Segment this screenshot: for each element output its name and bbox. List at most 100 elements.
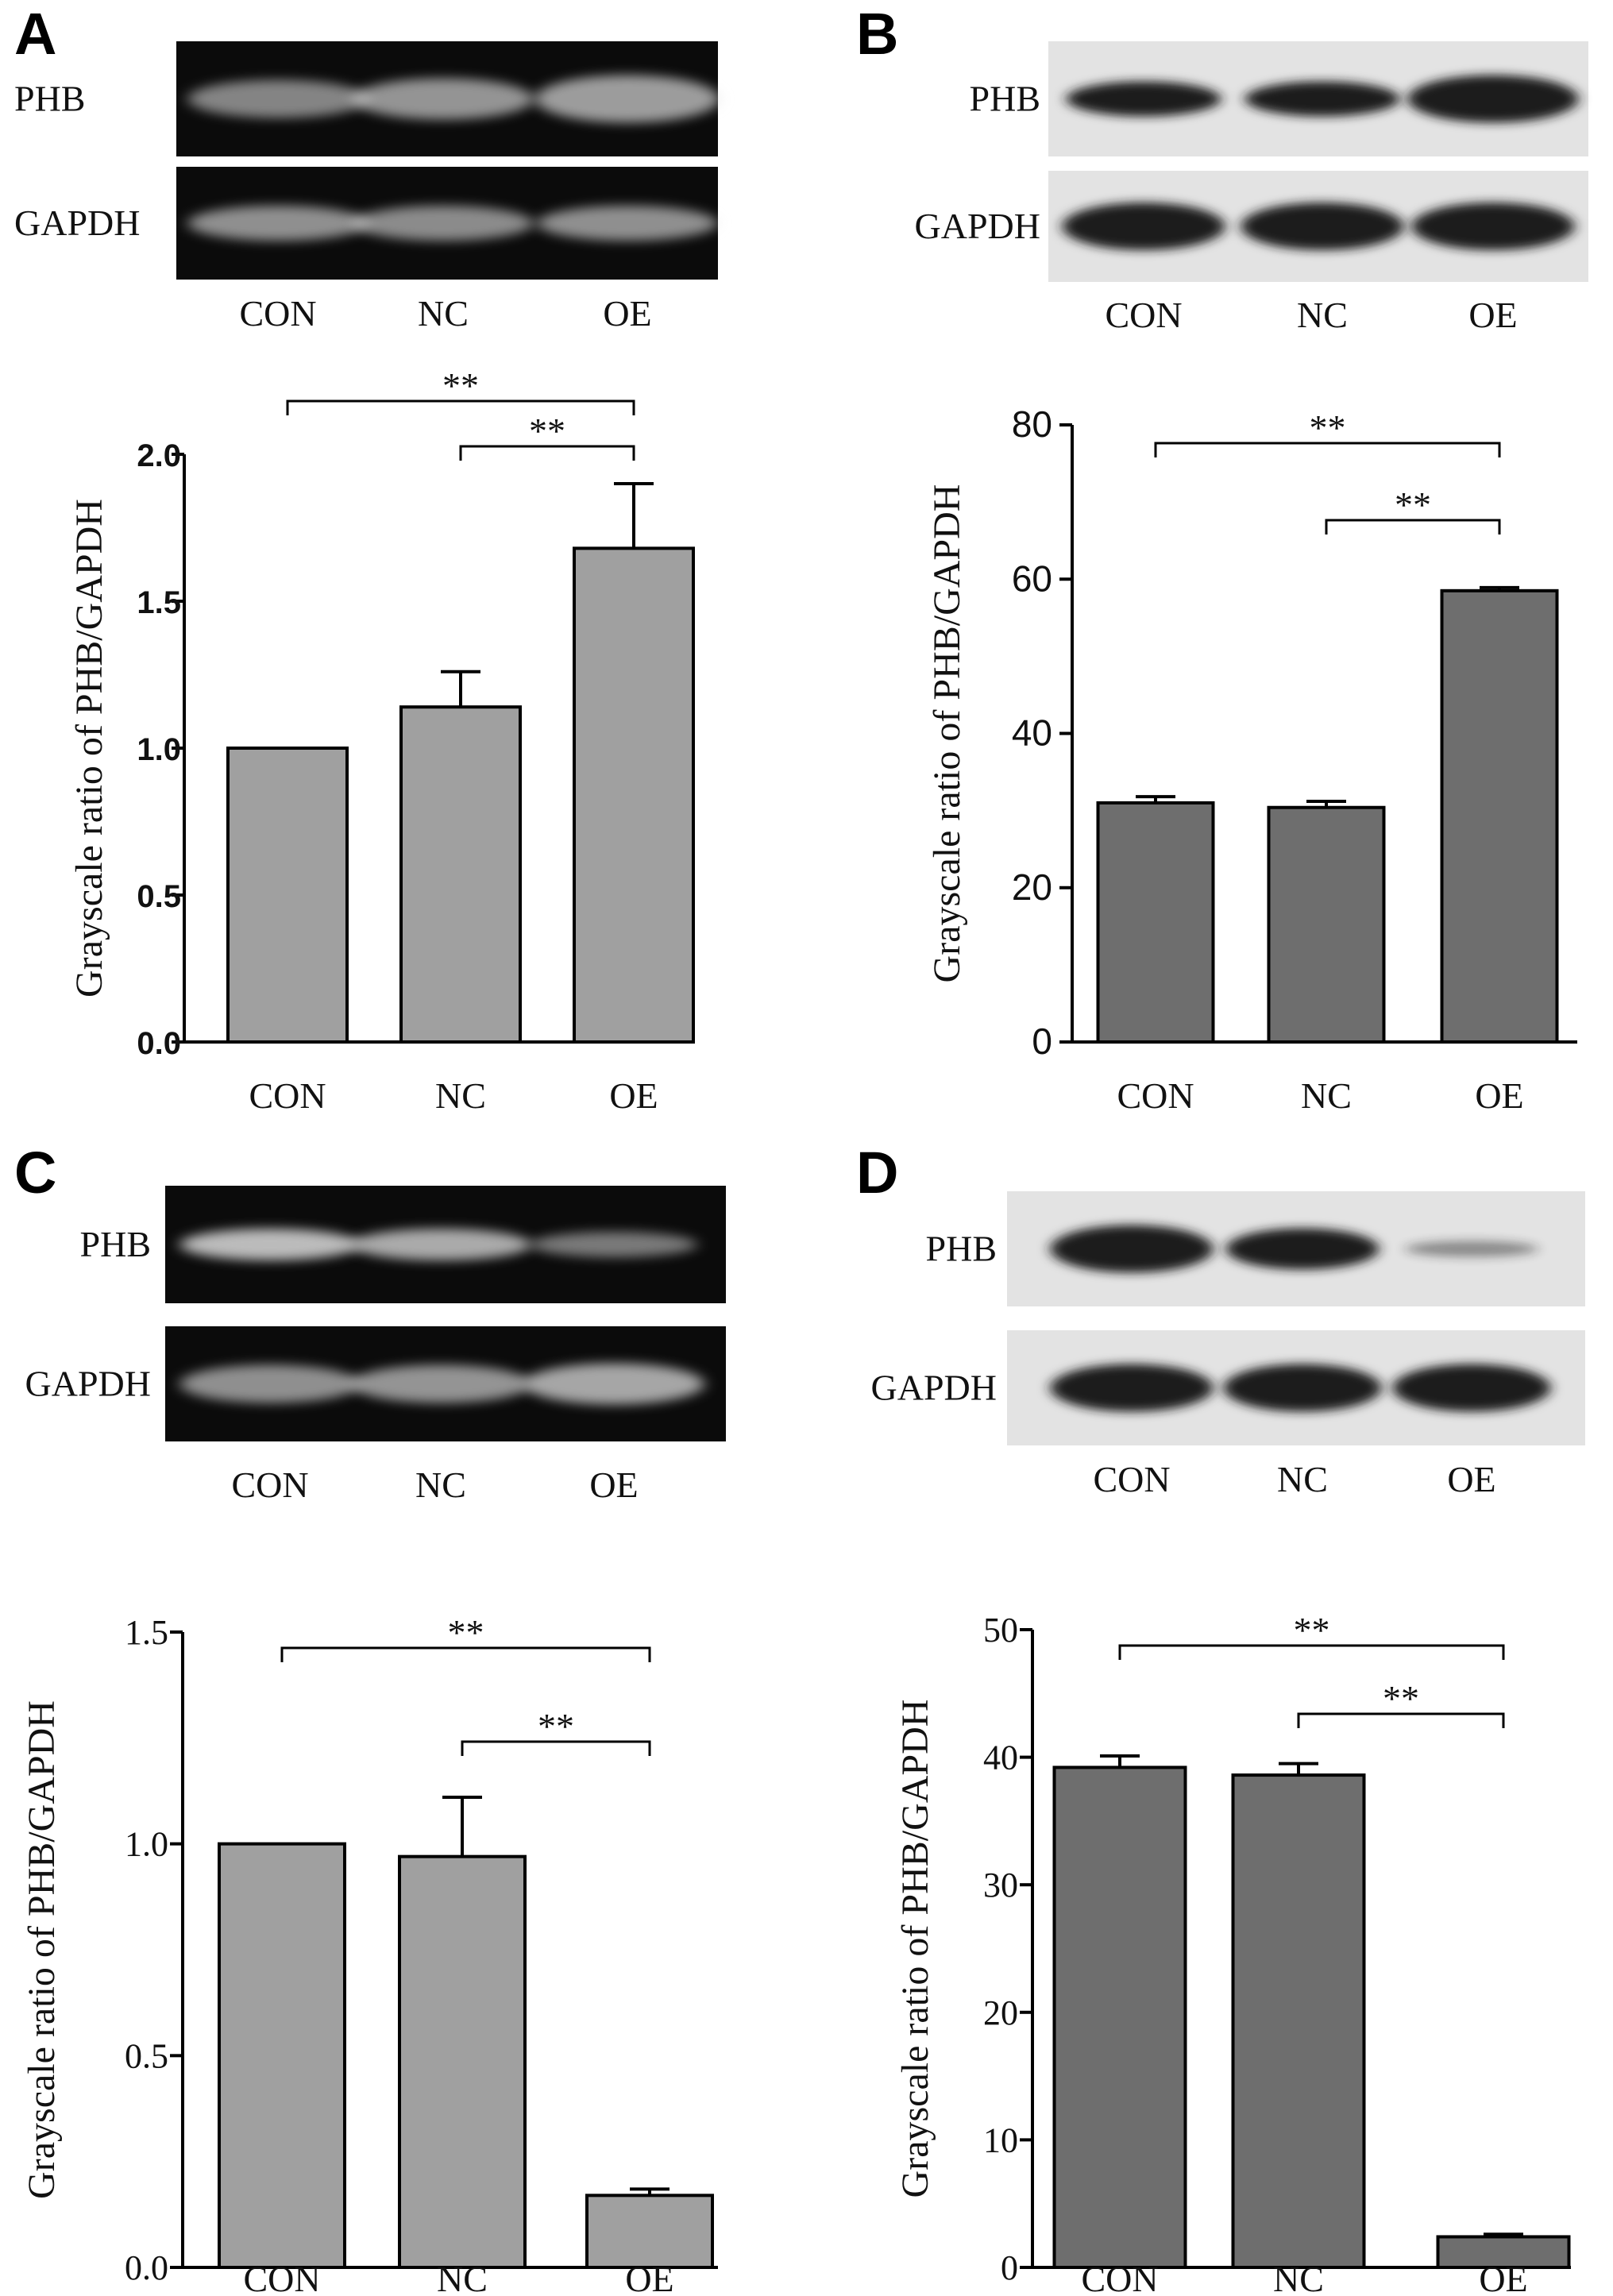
blot-lane-label: OE bbox=[1447, 1459, 1495, 1499]
y-tick-label: 20 bbox=[1012, 866, 1052, 908]
bracket-line bbox=[286, 399, 635, 415]
y-tick-label: 0.5 bbox=[137, 879, 181, 914]
significance-bracket: ** bbox=[461, 1706, 651, 1756]
bracket-line bbox=[1297, 1712, 1505, 1728]
y-axis-title: Grayscale ratio of PHB/GAPDH bbox=[894, 1700, 936, 2198]
significance-label: ** bbox=[1383, 1678, 1419, 1719]
blot-row-label: GAPDH bbox=[871, 1368, 997, 1408]
bracket-line bbox=[1154, 442, 1501, 457]
blot-row-label: GAPDH bbox=[915, 206, 1040, 246]
blot-band bbox=[1062, 203, 1225, 250]
blot-band bbox=[179, 1229, 361, 1260]
panel-letter: B bbox=[856, 1, 898, 67]
significance-label: ** bbox=[442, 365, 479, 406]
bar-chart: 0 10 20 30 40 50 Grayscale ratio of PHB/GAPDH C… bbox=[894, 1610, 1571, 2296]
bracket-line bbox=[1325, 519, 1501, 534]
x-category-label: CON bbox=[249, 1075, 326, 1116]
blot-row-label: PHB bbox=[80, 1224, 151, 1264]
x-category-label: CON bbox=[1117, 1075, 1194, 1116]
blot-image bbox=[1007, 1191, 1585, 1445]
blot-lane-label: NC bbox=[415, 1464, 466, 1505]
blot-band bbox=[179, 1364, 361, 1403]
y-tick-label: 0.0 bbox=[137, 1026, 181, 1061]
blot-lane-label: NC bbox=[1277, 1459, 1328, 1499]
y-tick-label: 40 bbox=[1012, 712, 1052, 754]
y-tick-label: 60 bbox=[1012, 558, 1052, 599]
panel-d: D PHB GAPDH CON NC OE 0 10 20 30 40 50 Grayscale rat… bbox=[856, 1140, 1585, 2296]
blot-row-label: PHB bbox=[970, 79, 1040, 119]
y-tick-label: 0 bbox=[1032, 1021, 1052, 1062]
bracket-line bbox=[459, 445, 635, 461]
x-category-label: CON bbox=[1081, 2259, 1158, 2296]
x-category-label: OE bbox=[1475, 1075, 1523, 1116]
x-category-label: CON bbox=[243, 2259, 320, 2296]
bar-nc bbox=[399, 705, 522, 1044]
blot-image bbox=[1048, 41, 1588, 282]
significance-bracket: ** bbox=[1154, 407, 1501, 457]
bar-con bbox=[226, 747, 349, 1044]
blot-lane-label: CON bbox=[1105, 295, 1182, 335]
blot-band bbox=[1244, 81, 1400, 117]
blot-band bbox=[1050, 1225, 1214, 1273]
blot-band bbox=[537, 206, 718, 241]
blot-lane-label: CON bbox=[239, 293, 316, 334]
y-tick-label: 80 bbox=[1012, 403, 1052, 445]
significance-label: ** bbox=[1395, 484, 1431, 525]
significance-bracket: ** bbox=[286, 365, 635, 415]
y-tick-label: 10 bbox=[983, 2120, 1018, 2159]
y-tick-label: 20 bbox=[983, 1993, 1018, 2032]
x-category-label: NC bbox=[437, 2259, 488, 2296]
significance-label: ** bbox=[448, 1612, 484, 1653]
blot-lane-label: CON bbox=[231, 1464, 308, 1505]
panel-letter: D bbox=[856, 1140, 898, 1206]
blot-band bbox=[187, 79, 369, 118]
bar-oe bbox=[573, 546, 695, 1044]
blot-lane-label: NC bbox=[418, 293, 469, 334]
bar-chart: 0.0 0.5 1.0 1.5 Grayscale ratio of PHB/GAPDH… bbox=[21, 1612, 718, 2296]
significance-bracket: ** bbox=[1325, 484, 1501, 534]
blot-lane-label: NC bbox=[1297, 295, 1348, 335]
blot-band bbox=[523, 1363, 704, 1405]
panel-letter: C bbox=[14, 1140, 56, 1206]
bar-nc bbox=[1231, 1773, 1366, 2269]
blot-band bbox=[534, 75, 720, 123]
x-category-label: NC bbox=[1273, 2259, 1324, 2296]
blot-lane-label: CON bbox=[1093, 1459, 1170, 1499]
bar-chart: 0.0 0.5 1.0 1.5 2.0 Grayscale ratio of PHB/GA… bbox=[68, 365, 695, 1116]
y-tick-label: 40 bbox=[983, 1738, 1018, 1777]
bar-con bbox=[1096, 801, 1215, 1044]
y-tick-label: 1.0 bbox=[125, 1825, 168, 1864]
bracket-line bbox=[461, 1740, 651, 1756]
y-tick-label: 0.5 bbox=[125, 2036, 168, 2075]
significance-bracket: ** bbox=[1118, 1610, 1505, 1660]
x-category-label: OE bbox=[1479, 2259, 1527, 2296]
blot-band bbox=[1223, 1364, 1382, 1412]
blot-band bbox=[1407, 75, 1579, 123]
bar-con bbox=[1052, 1765, 1187, 2269]
blot-row-label: PHB bbox=[14, 79, 85, 119]
significance-bracket: ** bbox=[280, 1612, 651, 1662]
blot-lane-label: OE bbox=[1468, 295, 1517, 335]
y-axis-title: Grayscale ratio of PHB/GAPDH bbox=[926, 484, 968, 983]
panel-letter: A bbox=[14, 1, 56, 67]
bar-chart: 0 20 40 60 80 Grayscale ratio of PHB/GAPDH CON… bbox=[926, 403, 1577, 1116]
y-tick-label: 1.5 bbox=[125, 1613, 168, 1652]
y-tick-label: 0 bbox=[1001, 2248, 1018, 2287]
panel-a: A PHB GAPDH CON NC OE 0.0 0.5 1.0 1.5 2.0 Grayscale… bbox=[14, 1, 720, 1116]
blot-band bbox=[1405, 1241, 1538, 1257]
significance-bracket: ** bbox=[1297, 1678, 1505, 1728]
blot-band bbox=[353, 206, 534, 241]
blot-band bbox=[1225, 1228, 1380, 1270]
y-tick-label: 1.5 bbox=[137, 585, 181, 620]
bar-nc bbox=[398, 1854, 527, 2270]
x-category-label: NC bbox=[435, 1075, 486, 1116]
bar-oe bbox=[1436, 2235, 1571, 2270]
blot-band bbox=[1241, 203, 1404, 250]
y-tick-label: 50 bbox=[983, 1611, 1018, 1650]
blot-band bbox=[187, 206, 369, 241]
blot-row-label: GAPDH bbox=[14, 203, 140, 243]
significance-label: ** bbox=[1294, 1610, 1330, 1650]
blot-image bbox=[176, 41, 720, 280]
y-axis-title: Grayscale ratio of PHB/GAPDH bbox=[21, 1700, 63, 2199]
